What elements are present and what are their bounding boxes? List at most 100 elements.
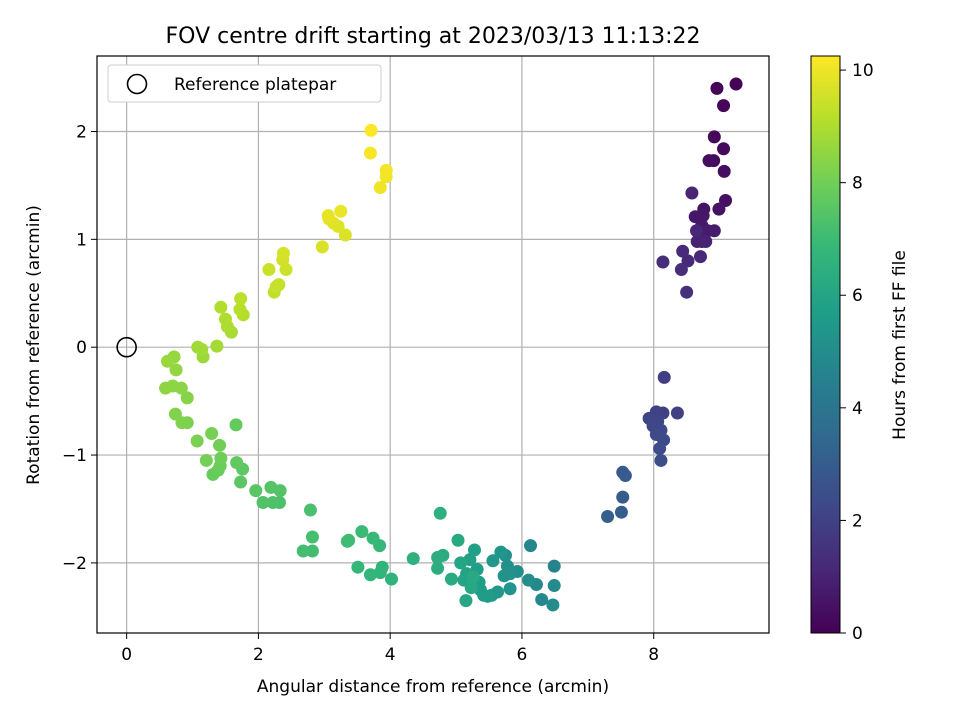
data-point (657, 370, 671, 384)
data-point (524, 539, 538, 553)
data-point (363, 568, 377, 582)
data-point (355, 525, 369, 539)
data-point (262, 263, 276, 277)
data-point (169, 363, 183, 377)
data-point (486, 554, 500, 568)
data-point (503, 582, 517, 596)
data-point (213, 438, 227, 452)
data-point (693, 250, 707, 264)
data-point (305, 544, 319, 558)
data-point (199, 453, 213, 467)
data-point (685, 186, 699, 200)
data-point (373, 566, 387, 580)
data-point (305, 530, 319, 544)
data-point (451, 533, 465, 547)
data-point (547, 579, 561, 593)
x-tick-label: 6 (517, 645, 528, 665)
data-point (379, 163, 393, 177)
data-point (494, 545, 508, 559)
data-point (717, 99, 731, 113)
data-point (234, 292, 248, 306)
data-point (180, 391, 194, 405)
data-point (338, 228, 352, 242)
colorbar (810, 55, 841, 634)
data-point (296, 544, 310, 558)
data-point (464, 581, 478, 595)
x-tick-label: 2 (253, 645, 264, 665)
data-point (230, 456, 244, 470)
data-point (444, 572, 458, 586)
data-point (670, 406, 684, 420)
y-tick-label: −1 (62, 446, 87, 466)
data-point (546, 598, 560, 612)
data-point (205, 426, 219, 440)
colorbar-tick-label: 6 (852, 286, 863, 306)
data-point (233, 302, 247, 316)
data-point (315, 240, 329, 254)
data-point (373, 181, 387, 195)
data-point (729, 77, 743, 91)
data-point (707, 224, 721, 238)
y-tick-label: −2 (62, 554, 87, 574)
x-tick-label: 8 (648, 645, 659, 665)
data-point (160, 354, 174, 368)
data-point (159, 381, 173, 395)
data-point (351, 560, 365, 574)
data-point (264, 480, 278, 494)
y-tick-label: 2 (76, 122, 87, 142)
data-point (234, 475, 248, 489)
data-point (340, 534, 354, 548)
data-points (159, 77, 743, 612)
data-point (334, 204, 348, 218)
data-point (614, 505, 628, 519)
data-point (535, 593, 549, 607)
data-point (269, 280, 283, 294)
data-point (229, 418, 243, 432)
data-point (466, 570, 480, 584)
legend-box (107, 64, 382, 103)
data-point (674, 263, 688, 277)
data-point (303, 503, 317, 517)
data-point (431, 551, 445, 565)
data-point (363, 146, 377, 160)
data-point (190, 434, 204, 448)
colorbar-tick-label: 10 (852, 61, 874, 81)
data-point (431, 561, 445, 575)
legend-entry-reference-platepar: Reference platepar (174, 75, 336, 95)
chart-title: FOV centre drift starting at 2023/03/13 … (166, 24, 701, 49)
x-axis-label: Angular distance from reference (arcmin) (257, 677, 609, 697)
colorbar-tick-label: 2 (852, 511, 863, 531)
data-point (699, 235, 713, 249)
data-point (618, 469, 632, 483)
data-point (707, 130, 721, 144)
reference-platepar-marker (116, 336, 137, 358)
data-point (522, 573, 536, 587)
data-point (249, 484, 263, 498)
data-point (702, 154, 716, 168)
data-point (214, 300, 228, 314)
data-point (168, 407, 182, 421)
plot-frame (96, 55, 770, 634)
data-point (406, 552, 420, 566)
data-point (256, 496, 270, 510)
colorbar-tick-label: 0 (852, 624, 863, 644)
data-point (210, 339, 224, 353)
data-point (321, 209, 335, 223)
data-point (717, 164, 731, 178)
x-tick-label: 0 (121, 645, 132, 665)
data-point (214, 451, 228, 465)
data-point (497, 569, 511, 583)
data-point (454, 556, 468, 570)
data-point (653, 442, 667, 456)
reference-marker (116, 336, 137, 358)
data-point (384, 572, 398, 586)
data-point (680, 285, 694, 299)
data-point (366, 531, 380, 545)
data-point (433, 506, 447, 520)
data-point (654, 453, 668, 467)
data-point (690, 224, 704, 238)
y-axis-ticks: −2 −1 0 1 2 (62, 122, 97, 574)
data-point (656, 255, 670, 269)
legend: Reference platepar (107, 64, 382, 103)
